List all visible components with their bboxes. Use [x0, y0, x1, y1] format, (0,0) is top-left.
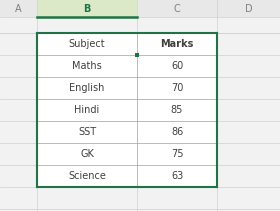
Text: English: English	[69, 83, 105, 93]
Text: 70: 70	[171, 83, 183, 93]
Text: Subject: Subject	[69, 39, 105, 49]
Text: D: D	[245, 4, 252, 14]
Text: 86: 86	[171, 127, 183, 137]
Text: GK: GK	[80, 149, 94, 159]
Text: SST: SST	[78, 127, 96, 137]
Bar	[217, 0, 280, 17]
Text: A: A	[15, 4, 22, 14]
Text: Hindi: Hindi	[74, 105, 100, 115]
Bar	[135, 53, 139, 57]
Text: C: C	[174, 4, 180, 14]
Text: 63: 63	[171, 171, 183, 181]
Bar	[0, 0, 37, 17]
Bar	[37, 33, 217, 187]
Text: 85: 85	[171, 105, 183, 115]
Bar	[137, 0, 217, 17]
Text: Marks: Marks	[160, 39, 194, 49]
Text: B: B	[83, 4, 91, 14]
Bar	[37, 0, 137, 17]
Text: 60: 60	[171, 61, 183, 71]
Text: 75: 75	[171, 149, 183, 159]
Text: Maths: Maths	[72, 61, 102, 71]
Text: Science: Science	[68, 171, 106, 181]
